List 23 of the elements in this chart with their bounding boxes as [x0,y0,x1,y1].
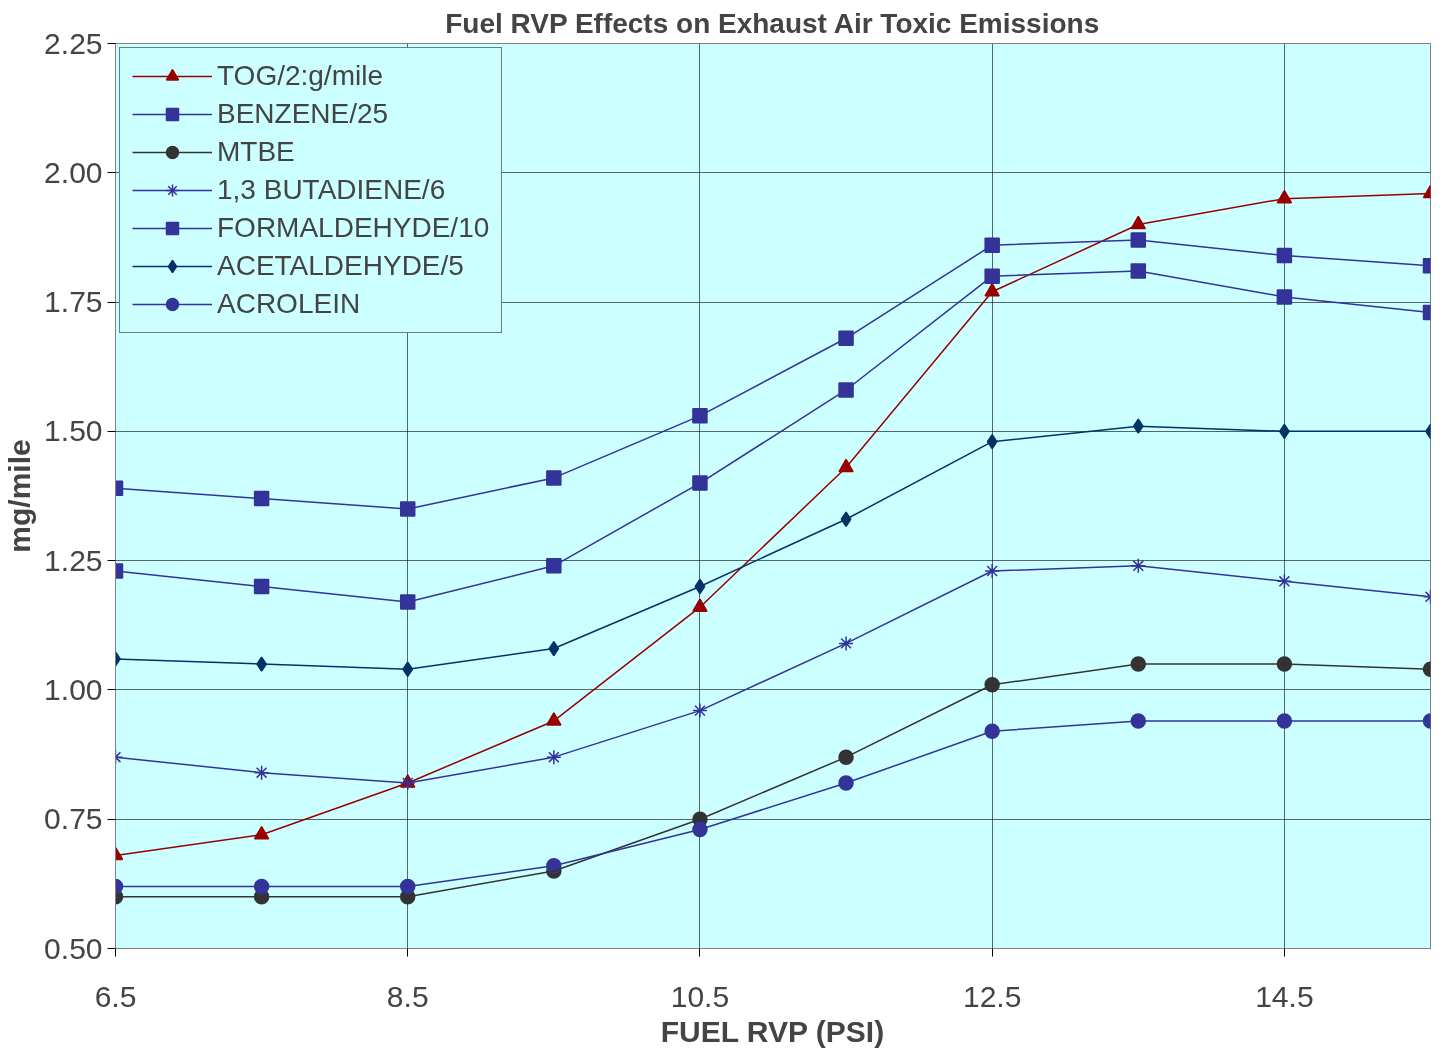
y-tick-label: 2.25 [44,26,103,60]
y-tick-label: 1.25 [44,543,103,577]
legend-label: 1,3 BUTADIENE/6 [217,174,446,206]
legend-label: MTBE [217,136,295,168]
y-tick-label: 1.00 [44,672,103,706]
legend-label: FORMALDEHYDE/10 [217,212,490,244]
x-tick-label: 14.5 [1255,979,1314,1013]
y-axis-title: mg/mile [3,439,37,553]
legend-label: ACETALDEHYDE/5 [217,250,464,282]
legend-label: TOG/2:g/mile [217,60,383,92]
y-tick-label: 0.75 [44,802,103,836]
y-tick-label: 0.50 [44,931,103,965]
x-axis-title: FUEL RVP (PSI) [660,1014,885,1048]
y-tick-label: 1.75 [44,285,103,319]
x-tick-label: 12.5 [962,979,1022,1013]
x-tick-label: 8.5 [386,979,429,1013]
y-tick-label: 2.00 [44,155,103,189]
chart-title: Fuel RVP Effects on Exhaust Air Toxic Emissions [445,7,1100,39]
x-tick-label: 10.5 [670,979,730,1013]
x-tick-label: 6.5 [94,979,137,1013]
legend-label: ACROLEIN [217,288,361,320]
legend-label: BENZENE/25 [217,98,389,130]
y-tick-label: 1.50 [44,414,103,448]
